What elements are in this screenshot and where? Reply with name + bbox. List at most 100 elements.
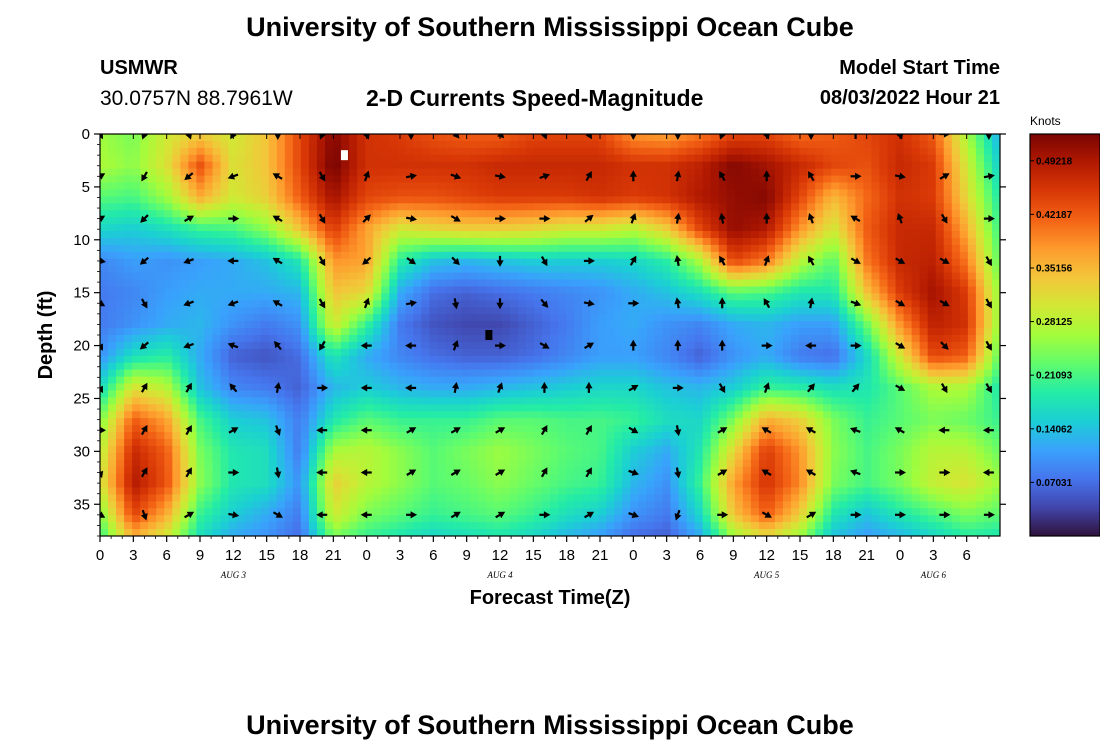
heatmap-cell <box>236 251 246 260</box>
heatmap-cell <box>461 418 471 426</box>
heatmap-cell <box>453 175 463 184</box>
heatmap-cell <box>397 432 406 440</box>
heatmap-cell <box>236 418 246 426</box>
heatmap-cell <box>493 147 503 156</box>
heatmap-cell <box>397 244 406 253</box>
heatmap-cell <box>292 307 302 315</box>
heatmap-cell <box>381 348 390 357</box>
heatmap-cell <box>164 383 173 392</box>
heatmap-cell <box>308 231 318 239</box>
heatmap-cell <box>116 432 125 440</box>
heatmap-cell <box>172 404 181 412</box>
heatmap-cell <box>533 390 543 398</box>
heatmap-cell <box>823 244 832 253</box>
heatmap-cell <box>590 411 599 419</box>
heatmap-cell <box>196 175 206 184</box>
heatmap-cell <box>429 279 439 288</box>
heatmap-cell <box>525 355 535 364</box>
heatmap-cell <box>212 182 222 191</box>
heatmap-cell <box>831 182 840 191</box>
heatmap-cell <box>453 224 463 232</box>
heatmap-cell <box>429 258 439 267</box>
heatmap-cell <box>284 411 294 419</box>
heatmap-cell <box>582 272 591 281</box>
heatmap-cell <box>815 251 824 260</box>
heatmap-cell <box>598 328 607 336</box>
heatmap-cell <box>156 369 165 378</box>
heatmap-cell <box>574 397 583 405</box>
heatmap-cell <box>236 244 246 253</box>
heatmap-cell <box>574 355 583 364</box>
heatmap-cell <box>381 307 390 315</box>
heatmap-cell <box>718 432 728 440</box>
heatmap-cell <box>718 251 728 260</box>
heatmap-cell <box>935 279 945 288</box>
heatmap-cell <box>469 341 479 350</box>
heatmap-cell <box>967 341 977 350</box>
heatmap-cell <box>590 258 599 267</box>
heatmap-cell <box>517 300 527 308</box>
heatmap-cell <box>678 210 688 218</box>
heatmap-cell <box>212 300 222 308</box>
heatmap-cell <box>791 237 800 246</box>
heatmap-cell <box>244 175 254 184</box>
heatmap-cell <box>598 383 607 392</box>
heatmap-cell <box>252 397 262 405</box>
heatmap-cell <box>791 369 800 378</box>
heatmap-cell <box>887 175 897 184</box>
heatmap-cell <box>100 362 109 371</box>
heatmap-cell <box>839 258 848 267</box>
heatmap-cell <box>517 224 527 232</box>
heatmap-cell <box>566 168 575 177</box>
heatmap-cell <box>879 321 889 329</box>
heatmap-cell <box>236 341 246 350</box>
heatmap-cell <box>646 217 656 225</box>
heatmap-cell <box>791 182 800 191</box>
heatmap-cell <box>590 286 599 295</box>
heatmap-cell <box>445 189 455 197</box>
heatmap-cell <box>188 189 198 197</box>
heatmap-cell <box>654 258 664 267</box>
heatmap-cell <box>718 397 728 405</box>
heatmap-cell <box>228 265 238 274</box>
heatmap-cell <box>244 438 254 447</box>
heatmap-cell <box>726 189 736 197</box>
heatmap-cell <box>574 147 583 156</box>
heatmap-cell <box>124 258 133 267</box>
heatmap-cell <box>758 390 768 398</box>
heatmap-cell <box>911 175 921 184</box>
heatmap-cell <box>244 189 254 197</box>
heatmap-cell <box>734 335 744 343</box>
heatmap-cell <box>525 279 535 288</box>
heatmap-cell <box>252 425 262 433</box>
heatmap-cell <box>783 196 792 204</box>
heatmap-cell <box>879 231 889 239</box>
heatmap-cell <box>815 203 824 211</box>
heatmap-cell <box>180 383 189 392</box>
heatmap-cell <box>638 341 648 350</box>
heatmap-cell <box>172 147 181 156</box>
heatmap-cell <box>694 404 704 412</box>
heatmap-cell <box>236 265 246 274</box>
heatmap-cell <box>220 237 230 246</box>
heatmap-cell <box>702 383 712 392</box>
heatmap-cell <box>646 418 656 426</box>
heatmap-cell <box>100 224 109 232</box>
heatmap-cell <box>823 134 832 142</box>
heatmap-cell <box>252 134 262 142</box>
heatmap-cell <box>943 397 953 405</box>
heatmap-cell <box>983 147 993 156</box>
heatmap-cell <box>726 244 736 253</box>
heatmap-cell <box>606 154 615 163</box>
heatmap-cell <box>156 397 165 405</box>
heatmap-cell <box>437 175 447 184</box>
heatmap-cell <box>927 231 937 239</box>
heatmap-cell <box>823 217 832 225</box>
heatmap-cell <box>397 134 406 142</box>
heatmap-cell <box>903 147 913 156</box>
heatmap-cell <box>437 154 447 163</box>
heatmap-cell <box>550 237 559 246</box>
heatmap-cell <box>815 397 824 405</box>
heatmap-cell <box>622 217 631 225</box>
heatmap-cell <box>847 355 856 364</box>
